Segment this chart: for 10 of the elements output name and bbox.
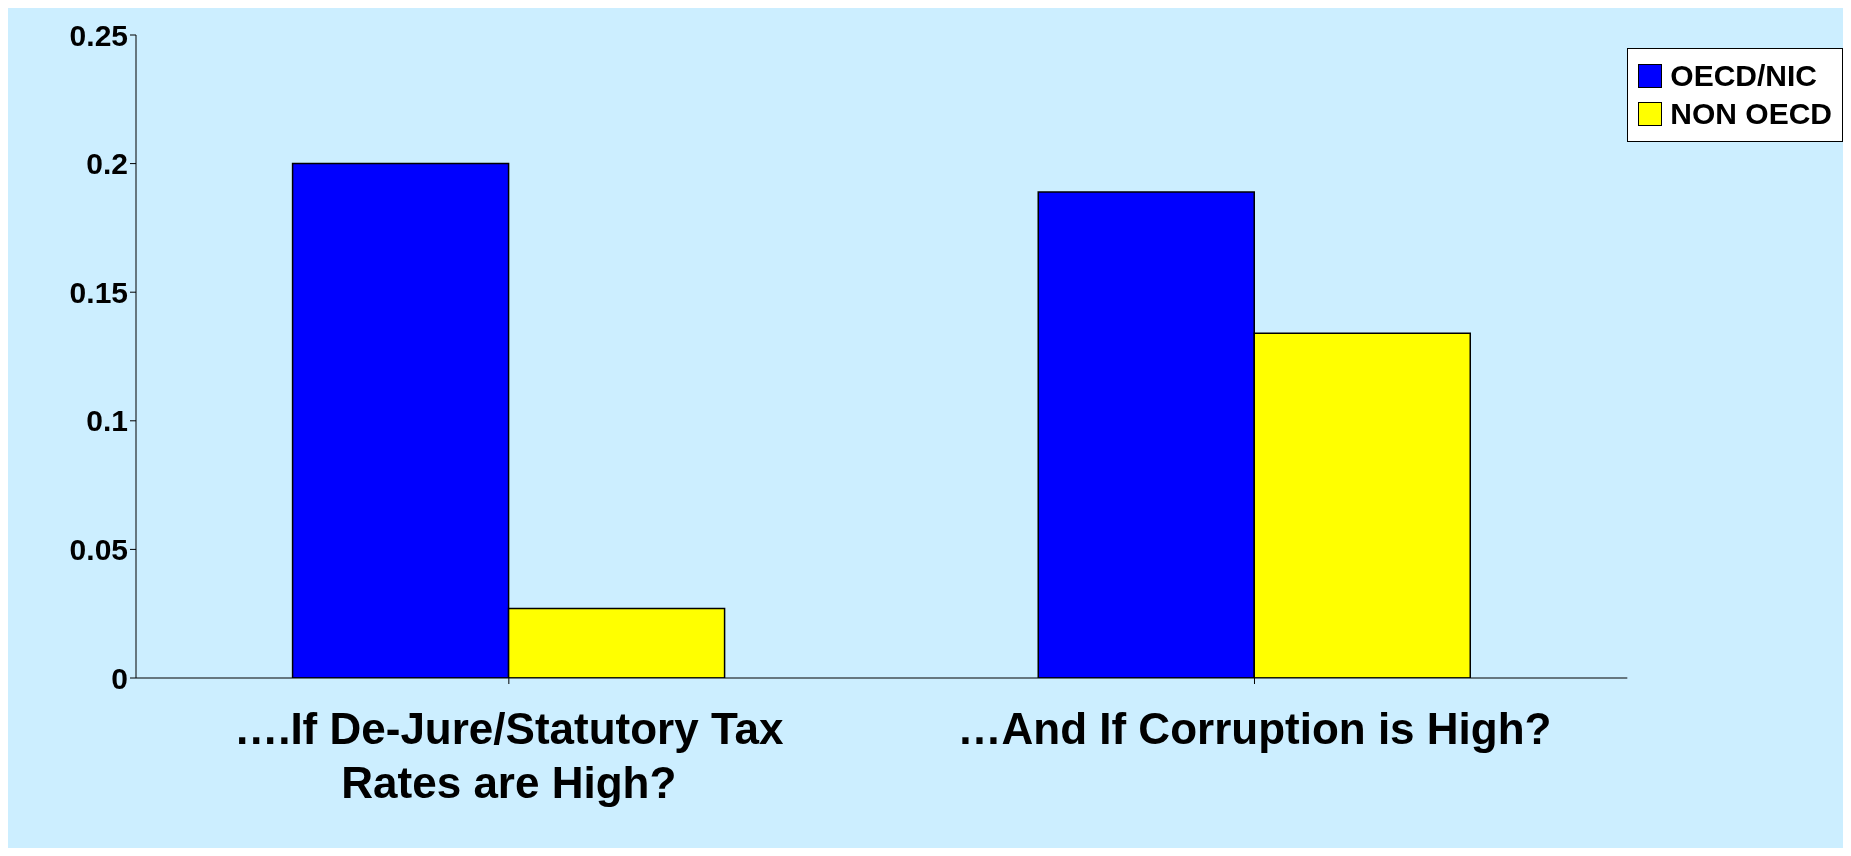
legend-label: OECD/NIC bbox=[1670, 59, 1817, 93]
y-tick-label: 0.1 bbox=[86, 404, 128, 438]
x-tick-label: …And If Corruption is High? bbox=[957, 704, 1552, 753]
y-tick-label: 0 bbox=[111, 661, 128, 695]
y-tick-label: 0.2 bbox=[86, 147, 128, 181]
y-tick-label: 0.05 bbox=[69, 533, 128, 567]
y-tick-label: 0.15 bbox=[69, 275, 128, 309]
legend-label: NON OECD bbox=[1670, 97, 1832, 131]
y-tick-label: 0.25 bbox=[69, 18, 128, 52]
x-tick-label: ….If De-Jure/Statutory Tax Rates are High? bbox=[234, 704, 784, 807]
